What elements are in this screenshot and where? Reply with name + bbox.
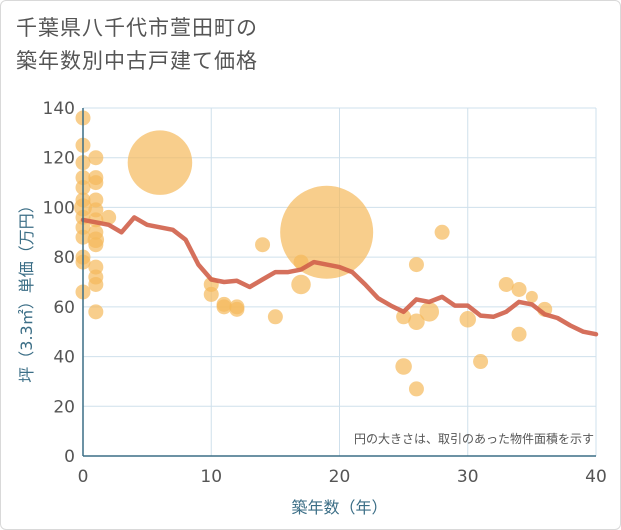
axes	[82, 108, 596, 457]
data-bubble	[101, 209, 117, 225]
data-bubble	[88, 150, 104, 166]
trend-line	[80, 215, 599, 337]
data-bubble	[473, 354, 489, 370]
trend-layer	[80, 215, 599, 337]
chart-title-line-2: 築年数別中古戸建て価格	[16, 49, 258, 73]
x-tick-label: 40	[585, 467, 607, 487]
data-bubble	[229, 301, 245, 317]
y-axis-title: 坪（3.3㎡）単価（万円）	[17, 197, 36, 382]
data-bubble	[396, 309, 412, 325]
data-bubble	[88, 237, 104, 253]
chart-title-line-1: 千葉県八千代市萱田町の	[16, 16, 258, 40]
data-bubble	[203, 286, 219, 302]
y-tick-label: 20	[53, 397, 75, 417]
data-bubble	[511, 326, 527, 342]
data-bubble	[216, 299, 232, 315]
data-bubble	[408, 257, 424, 273]
data-bubble	[525, 290, 538, 303]
y-tick-label: 60	[53, 298, 75, 318]
size-note: 円の大きさは、取引のあった物件面積を示す	[354, 431, 594, 446]
data-bubble	[419, 302, 440, 322]
data-bubble	[434, 224, 450, 240]
y-tick-label: 120	[43, 149, 75, 169]
data-bubble	[127, 130, 193, 195]
tick-labels: 0 20 40 60 80 100 120 140 0 10 20 30 40	[43, 99, 607, 487]
y-tick-label: 40	[53, 348, 75, 368]
data-bubble	[291, 274, 311, 295]
x-tick-label: 0	[78, 467, 89, 487]
data-bubble	[408, 313, 425, 331]
y-tick-label: 100	[43, 198, 75, 218]
y-tick-label: 140	[43, 99, 75, 119]
data-bubble	[498, 276, 514, 292]
data-bubble	[408, 381, 424, 397]
data-bubble	[280, 185, 374, 279]
x-axis-title: 築年数（年）	[291, 498, 387, 517]
x-tick-label: 20	[329, 467, 351, 487]
data-bubble	[395, 358, 412, 375]
chart-title: 千葉県八千代市萱田町の 築年数別中古戸建て価格	[16, 12, 258, 78]
data-bubble	[88, 276, 104, 292]
data-bubble	[459, 311, 476, 328]
y-tick-label: 80	[53, 248, 75, 268]
bubble-layer	[74, 110, 553, 397]
data-bubble	[511, 281, 527, 297]
x-tick-label: 30	[457, 467, 479, 487]
data-bubble	[255, 237, 271, 253]
y-tick-label: 0	[64, 447, 75, 467]
data-bubble	[88, 175, 104, 191]
data-bubble	[267, 309, 283, 325]
data-bubble	[88, 304, 104, 320]
x-tick-label: 10	[200, 467, 222, 487]
